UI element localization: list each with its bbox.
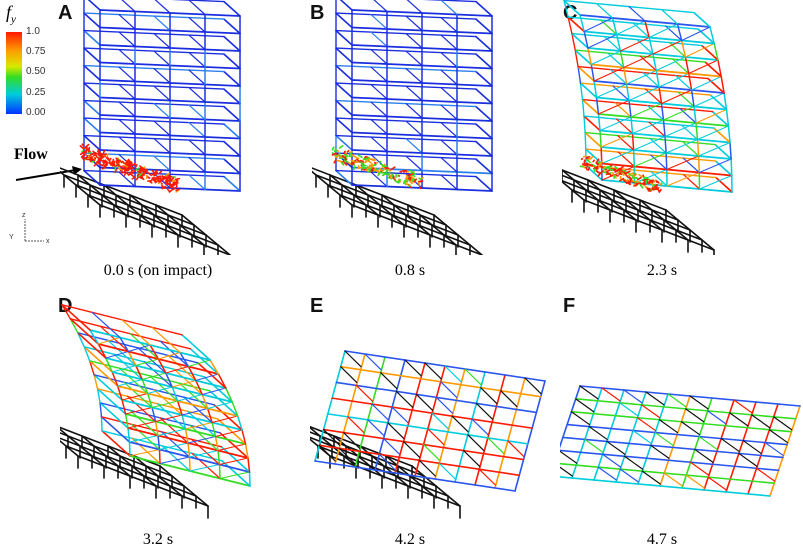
- panel-caption: 0.8 s: [394, 262, 426, 279]
- axis-label-z: z: [22, 212, 26, 219]
- panel-caption: 4.7 s: [646, 531, 678, 548]
- panel-e-structure: [310, 350, 546, 519]
- flow-label: Flow: [14, 146, 48, 163]
- panel-caption: 3.2 s: [142, 531, 174, 548]
- colorbar-tick: 0.25: [26, 87, 46, 98]
- panel-d-structure: [60, 304, 251, 519]
- panel-a-structure: [60, 0, 241, 255]
- axis-triad-icon: [24, 219, 44, 242]
- axis-label-y: Y: [9, 234, 14, 241]
- colorbar-gradient: [6, 32, 22, 114]
- colorbar-tick: 0.00: [26, 107, 46, 118]
- panel-letter: A: [58, 2, 73, 24]
- panel-letter: B: [310, 2, 325, 24]
- flow-arrow: [15, 166, 82, 181]
- panel-f-structure: [560, 385, 801, 497]
- panel-b-structure: [312, 0, 493, 255]
- colorbar-tick: 1.0: [26, 26, 40, 37]
- panel-caption: 2.3 s: [646, 262, 678, 279]
- colorbar-tick: 0.50: [26, 66, 46, 77]
- panel-letter: C: [563, 2, 578, 24]
- axis-label-x: x: [46, 238, 50, 245]
- panel-caption: 4.2 s: [394, 531, 426, 548]
- panel-c-structure: [562, 0, 733, 255]
- colorbar-title: fy: [6, 2, 16, 26]
- panel-letter: F: [563, 295, 576, 317]
- colorbar-tick: 0.75: [26, 46, 46, 57]
- panel-caption: 0.0 s (on impact): [103, 262, 213, 279]
- panel-letter: E: [310, 295, 324, 317]
